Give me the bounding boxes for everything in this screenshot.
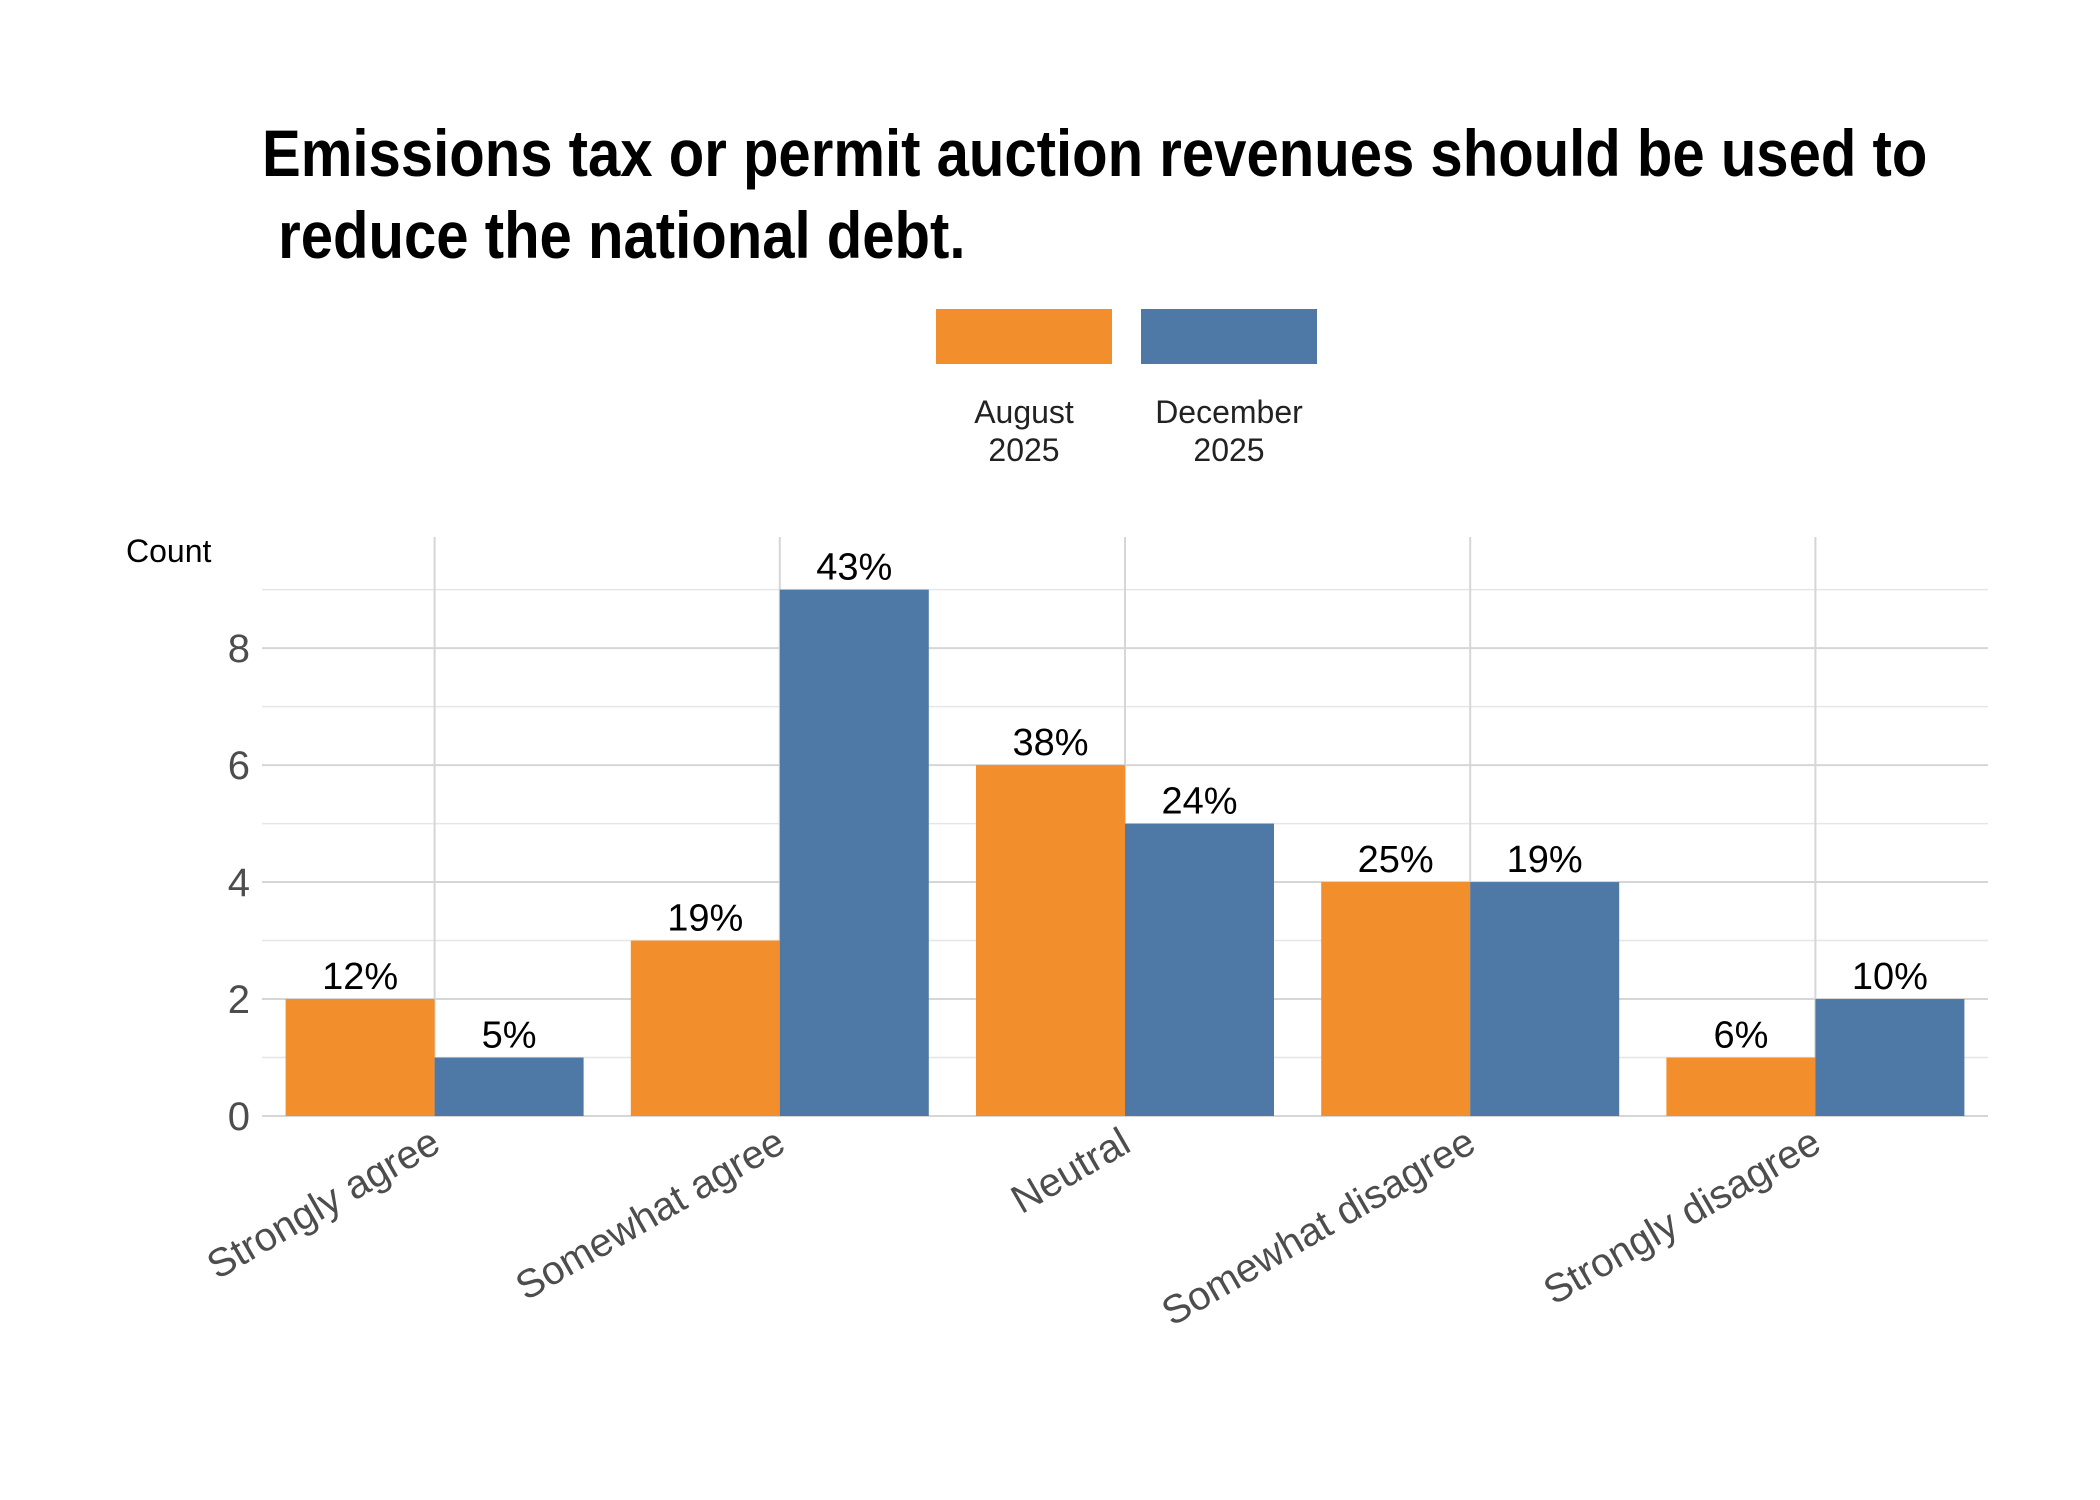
data-label: 6% (1713, 1015, 1768, 1057)
bar-december-3 (1125, 823, 1274, 1116)
x-tick-label: Somewhat agree (508, 1120, 792, 1309)
data-label: 10% (1852, 956, 1928, 998)
x-tick-label: Strongly disagree (1536, 1120, 1828, 1314)
y-tick-label: 8 (228, 627, 250, 671)
legend-label-line: December (1155, 394, 1303, 430)
data-label: 25% (1358, 839, 1434, 881)
chart-title-line-2: reduce the national debt. (262, 198, 966, 272)
legend-label: August 2025 (974, 394, 1074, 468)
legend-label-line: 2025 (988, 432, 1059, 468)
x-tick-label: Strongly agree (200, 1120, 447, 1288)
x-tick-label: Neutral (1004, 1120, 1138, 1223)
legend-key-december (1141, 309, 1317, 364)
legend-label-line: August (974, 394, 1074, 430)
data-label: 5% (482, 1015, 537, 1057)
bar-august-5 (1666, 1057, 1816, 1116)
legend-key-august (936, 309, 1112, 364)
x-tick-label: Somewhat disagree (1155, 1120, 1483, 1335)
legend-label: December 2025 (1155, 394, 1303, 468)
bars (285, 589, 1965, 1116)
data-label: 24% (1161, 781, 1237, 823)
data-label: 43% (816, 547, 892, 589)
data-label: 12% (322, 956, 398, 998)
bar-december-1 (434, 1057, 584, 1116)
data-label: 19% (667, 898, 743, 940)
y-axis-title: Count (126, 533, 212, 569)
y-tick-label: 4 (228, 861, 250, 905)
chart-title: Emissions tax or permit auction revenues… (262, 112, 1928, 276)
bar-august-2 (630, 940, 780, 1116)
y-tick-label: 0 (228, 1095, 250, 1139)
bar-august-1 (285, 999, 435, 1116)
data-label: 38% (1012, 722, 1088, 764)
bar-december-2 (779, 589, 929, 1116)
y-tick-label: 6 (228, 744, 250, 788)
chart-title-line-1: Emissions tax or permit auction revenues… (262, 116, 1928, 190)
data-label: 19% (1507, 839, 1583, 881)
bar-december-5 (1815, 999, 1965, 1116)
bar-december-4 (1470, 882, 1620, 1116)
bar-august-3 (976, 765, 1125, 1116)
legend-label-line: 2025 (1193, 432, 1264, 468)
y-tick-label: 2 (228, 978, 250, 1022)
data-labels: 12% 19% 38% 25% 6% 5% 43% 24% 19% 10% (322, 547, 1928, 1057)
bar-august-4 (1321, 882, 1471, 1116)
